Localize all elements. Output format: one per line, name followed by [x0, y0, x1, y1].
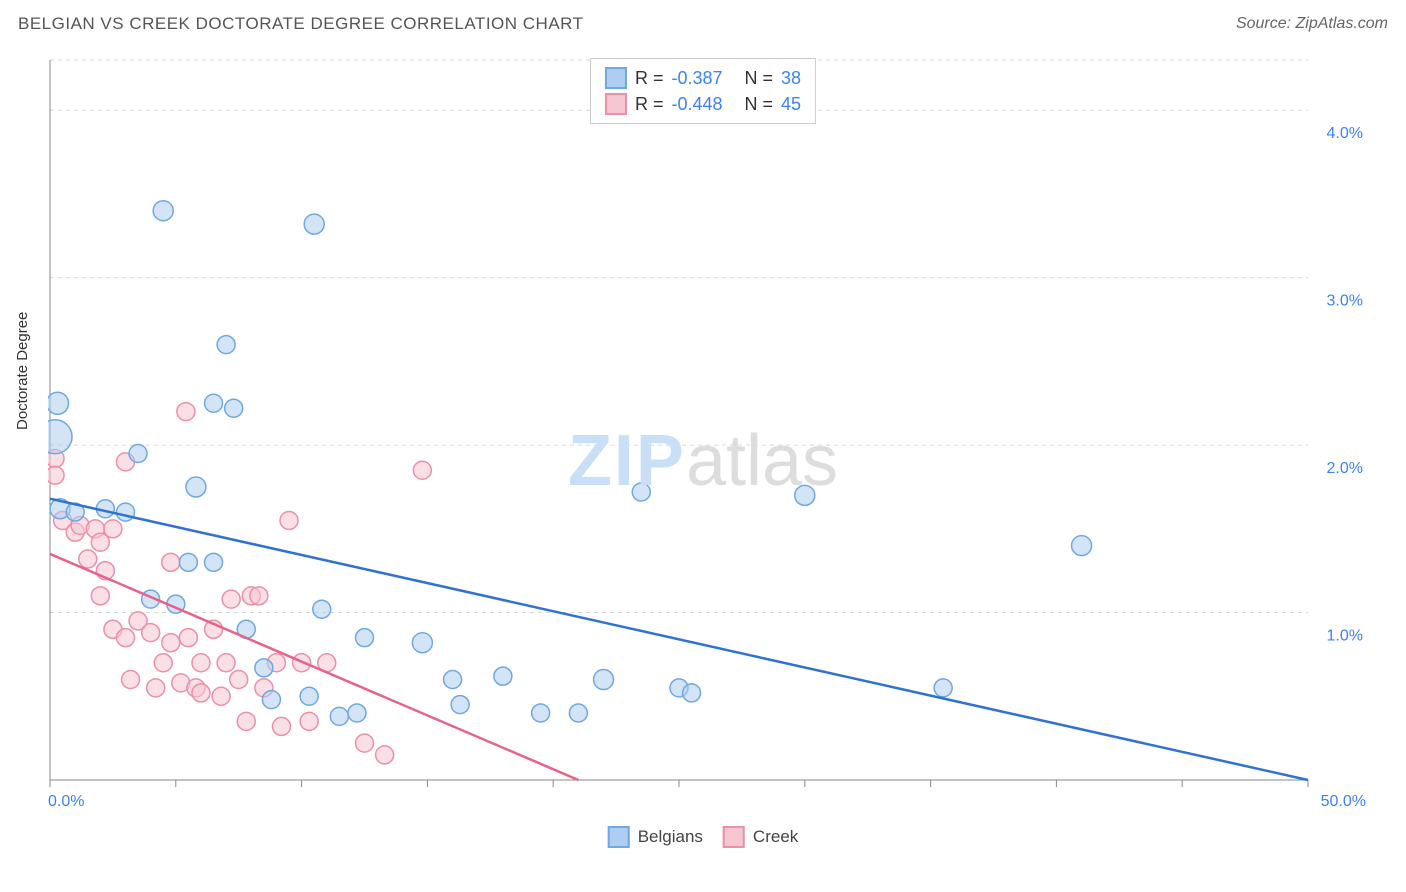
swatch-creek-icon: [723, 826, 745, 848]
scatter-point-creek: [116, 629, 134, 647]
legend-label-belgians: Belgians: [638, 827, 703, 847]
chart-header: BELGIAN VS CREEK DOCTORATE DEGREE CORREL…: [18, 14, 1388, 34]
scatter-point-belgians: [217, 336, 235, 354]
chart-title: BELGIAN VS CREEK DOCTORATE DEGREE CORREL…: [18, 14, 584, 34]
scatter-point-creek: [79, 550, 97, 568]
scatter-point-creek: [376, 746, 394, 764]
scatter-point-creek: [272, 717, 290, 735]
scatter-point-belgians: [451, 696, 469, 714]
scatter-point-belgians: [129, 444, 147, 462]
legend-label-creek: Creek: [753, 827, 798, 847]
scatter-point-creek: [122, 671, 140, 689]
scatter-point-belgians: [225, 399, 243, 417]
scatter-point-belgians: [356, 629, 374, 647]
scatter-point-belgians: [304, 214, 324, 234]
chart-area: 1.0% 2.0% 3.0% 4.0% 0.0% 50.0%: [48, 50, 1378, 810]
chart-svg: 1.0% 2.0% 3.0% 4.0% 0.0% 50.0%: [48, 50, 1378, 810]
legend-r-value-belgians: -0.387: [671, 68, 722, 89]
swatch-belgians-icon: [605, 67, 627, 89]
chart-container: BELGIAN VS CREEK DOCTORATE DEGREE CORREL…: [0, 0, 1406, 892]
x-tick-label: 50.0%: [1321, 793, 1366, 810]
legend-stats-row-creek: R = -0.448 N = 45: [605, 91, 801, 117]
scatter-point-creek: [162, 634, 180, 652]
scatter-point-belgians: [412, 633, 432, 653]
scatter-point-belgians: [494, 667, 512, 685]
scatter-point-belgians: [348, 704, 366, 722]
scatter-point-creek: [104, 520, 122, 538]
scatter-point-belgians: [48, 420, 72, 454]
scatter-point-belgians: [444, 671, 462, 689]
scatter-point-belgians: [532, 704, 550, 722]
scatter-point-creek: [192, 684, 210, 702]
scatter-point-belgians: [683, 684, 701, 702]
swatch-belgians-icon: [608, 826, 630, 848]
legend-r-label: R =: [635, 94, 664, 115]
legend-stats: R = -0.387 N = 38 R = -0.448 N = 45: [590, 58, 816, 124]
scatter-point-belgians: [48, 392, 69, 414]
chart-source: Source: ZipAtlas.com: [1236, 15, 1388, 33]
legend-n-label: N =: [745, 68, 774, 89]
scatter-point-belgians: [632, 483, 650, 501]
legend-stats-row-belgians: R = -0.387 N = 38: [605, 65, 801, 91]
trend-line-creek: [50, 554, 578, 780]
legend-n-value-belgians: 38: [781, 68, 801, 89]
scatter-point-belgians: [313, 600, 331, 618]
scatter-point-belgians: [795, 485, 815, 505]
y-tick-label: 4.0%: [1327, 125, 1363, 142]
scatter-point-creek: [300, 712, 318, 730]
scatter-point-creek: [192, 654, 210, 672]
scatter-point-creek: [142, 624, 160, 642]
scatter-point-creek: [48, 466, 64, 484]
legend-item-belgians: Belgians: [608, 826, 703, 848]
y-tick-label: 3.0%: [1327, 293, 1363, 310]
scatter-point-belgians: [594, 670, 614, 690]
scatter-point-creek: [147, 679, 165, 697]
scatter-point-creek: [280, 511, 298, 529]
legend-n-label: N =: [745, 94, 774, 115]
y-axis-label: Doctorate Degree: [14, 312, 31, 430]
scatter-point-creek: [250, 587, 268, 605]
trend-line-belgians: [50, 499, 1308, 780]
scatter-point-belgians: [1072, 536, 1092, 556]
swatch-creek-icon: [605, 93, 627, 115]
scatter-point-belgians: [205, 553, 223, 571]
scatter-point-belgians: [569, 704, 587, 722]
x-tick-label: 0.0%: [48, 793, 84, 810]
scatter-point-creek: [154, 654, 172, 672]
scatter-point-belgians: [186, 477, 206, 497]
scatter-point-creek: [356, 734, 374, 752]
scatter-point-creek: [162, 553, 180, 571]
scatter-point-belgians: [934, 679, 952, 697]
scatter-point-belgians: [330, 707, 348, 725]
legend-n-value-creek: 45: [781, 94, 801, 115]
scatter-point-creek: [212, 687, 230, 705]
legend-r-label: R =: [635, 68, 664, 89]
scatter-point-belgians: [153, 201, 173, 221]
scatter-point-belgians: [255, 659, 273, 677]
scatter-point-creek: [237, 712, 255, 730]
scatter-point-belgians: [116, 503, 134, 521]
scatter-point-belgians: [300, 687, 318, 705]
legend-item-creek: Creek: [723, 826, 798, 848]
scatter-point-belgians: [179, 553, 197, 571]
scatter-point-creek: [91, 587, 109, 605]
scatter-point-creek: [230, 671, 248, 689]
y-tick-label: 1.0%: [1327, 628, 1363, 645]
scatter-point-belgians: [262, 691, 280, 709]
scatter-point-creek: [179, 629, 197, 647]
scatter-point-belgians: [205, 394, 223, 412]
legend-series: Belgians Creek: [608, 826, 799, 848]
scatter-point-creek: [217, 654, 235, 672]
scatter-point-creek: [222, 590, 240, 608]
scatter-point-creek: [413, 461, 431, 479]
legend-r-value-creek: -0.448: [671, 94, 722, 115]
y-tick-label: 2.0%: [1327, 460, 1363, 477]
scatter-point-creek: [177, 403, 195, 421]
